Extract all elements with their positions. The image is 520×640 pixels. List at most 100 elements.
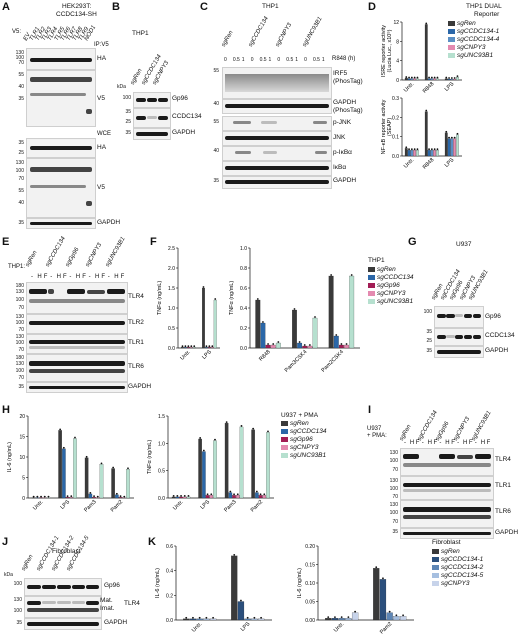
data-point — [214, 438, 216, 441]
data-point — [408, 148, 410, 151]
bar — [209, 495, 214, 499]
bar — [427, 78, 431, 81]
blot-label: TLR4 — [124, 600, 140, 607]
legend-title: THP1 DUAL — [466, 3, 502, 10]
blot-label: GAPDH — [485, 347, 509, 354]
y-tick-label: 0.5 — [168, 326, 175, 332]
y-tick-label: 2.5 — [168, 246, 175, 252]
timepoint-label: 0.5 — [286, 57, 294, 63]
legend-item: sgRen — [448, 20, 476, 27]
bar — [181, 347, 184, 349]
mw-marker: 55 — [213, 68, 219, 74]
treatment-label: F — [415, 440, 420, 446]
mw-marker: 70 — [18, 60, 24, 66]
data-point — [303, 344, 306, 346]
y-axis-label: TNFα (ng/mL) — [147, 440, 153, 475]
x-tick-label: R848 — [258, 349, 272, 363]
data-point — [413, 148, 416, 151]
blot-tlr1 — [400, 476, 494, 500]
legend-label: sgRen — [457, 20, 476, 27]
panel-letter: A — [2, 1, 10, 13]
data-point — [176, 495, 179, 497]
data-point — [436, 148, 439, 151]
data-point — [410, 148, 413, 151]
mw-marker: 40 — [213, 148, 219, 154]
y-tick-label: 0.20 — [305, 544, 315, 550]
treatment-label: H — [75, 274, 81, 280]
bar — [453, 138, 457, 157]
x-tick-label: LPS — [201, 349, 213, 361]
data-point — [100, 462, 103, 465]
blot-gapdh-phostag — [222, 99, 332, 114]
bar — [255, 492, 259, 499]
blot-gapdh — [400, 528, 494, 539]
bar — [447, 138, 451, 157]
bar — [251, 429, 255, 499]
bar — [386, 612, 393, 621]
legend-label: sgGp96 — [377, 282, 400, 289]
bar — [46, 497, 51, 499]
treatment-label: F — [101, 274, 106, 280]
blot-gapdh — [434, 346, 484, 358]
cell-line-title-2: CCDC134-SH — [56, 11, 97, 18]
y-axis-label: ISRE reporter activity — [381, 25, 387, 77]
bar — [73, 438, 77, 499]
x-tick-label: Pam2CSK4 — [321, 349, 346, 374]
legend-swatch — [281, 452, 288, 458]
bar — [331, 618, 339, 621]
legend-swatch — [368, 282, 375, 288]
bar — [456, 76, 459, 81]
bar — [344, 344, 349, 349]
treatment-label: H — [114, 274, 119, 280]
blot-label: GAPDH — [495, 529, 519, 536]
data-point — [66, 495, 69, 498]
blot-label: p-IκBα — [333, 149, 352, 156]
data-point — [330, 274, 333, 276]
bar — [255, 299, 261, 349]
bar — [265, 344, 271, 349]
blot-ip-ha — [26, 48, 96, 70]
legend-label: sgCCDC134-2 — [441, 564, 484, 571]
treatment-label: H — [95, 274, 100, 280]
mw-marker: 180 — [15, 355, 24, 361]
bar — [292, 309, 297, 349]
y-tick-label: 0.4 — [240, 306, 247, 312]
mw-marker: 25 — [125, 119, 131, 125]
blot-wce-gapdh — [26, 218, 96, 229]
treatment-label: F — [433, 440, 438, 446]
blot-label: IRF5 — [333, 70, 348, 77]
bar — [373, 568, 380, 621]
blot-gp96 — [434, 306, 484, 328]
mw-marker: 100 — [389, 486, 398, 492]
timepoint-label: 0.5 — [232, 57, 240, 63]
mw-marker: 25 — [18, 150, 24, 156]
legend-label: sgCCDC134-1 — [457, 28, 500, 35]
data-point — [395, 614, 398, 617]
blot-label: TLR1 — [495, 482, 511, 489]
lane-label: sgRen — [220, 29, 235, 48]
legend-label: sgCCDC134 — [290, 428, 327, 435]
bar — [99, 464, 104, 499]
bar — [244, 618, 251, 621]
treatment-label: H — [409, 440, 415, 446]
data-point — [246, 616, 249, 619]
legend-label: sgCNPY3 — [377, 290, 406, 297]
x-tick-label: LPS — [444, 81, 456, 93]
x-tick-label: LPS — [200, 499, 212, 511]
bar — [237, 601, 245, 621]
blot-label: GAPDH — [104, 619, 128, 626]
bar — [416, 150, 419, 157]
blot-gp96 — [24, 578, 102, 596]
bar — [213, 299, 217, 349]
legend-swatch — [281, 444, 288, 450]
y-tick-label: 10 — [19, 455, 25, 461]
mw-marker: 130 — [15, 50, 24, 56]
bar — [257, 618, 265, 621]
data-point — [345, 343, 348, 345]
bar — [413, 78, 417, 81]
legend-item: sgCNPY3 — [281, 444, 319, 451]
bar — [404, 148, 408, 157]
bar — [345, 618, 352, 621]
legend-swatch — [368, 266, 375, 272]
data-point — [425, 109, 428, 112]
